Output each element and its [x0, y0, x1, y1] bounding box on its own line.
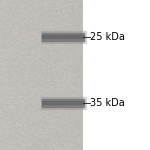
Text: 35 kDa: 35 kDa — [90, 98, 125, 108]
Text: 25 kDa: 25 kDa — [90, 32, 125, 42]
Bar — [42, 33, 84, 41]
Bar — [40, 31, 86, 42]
Bar — [42, 99, 84, 107]
Bar — [40, 97, 86, 109]
Bar — [42, 35, 84, 38]
Bar — [42, 101, 84, 104]
